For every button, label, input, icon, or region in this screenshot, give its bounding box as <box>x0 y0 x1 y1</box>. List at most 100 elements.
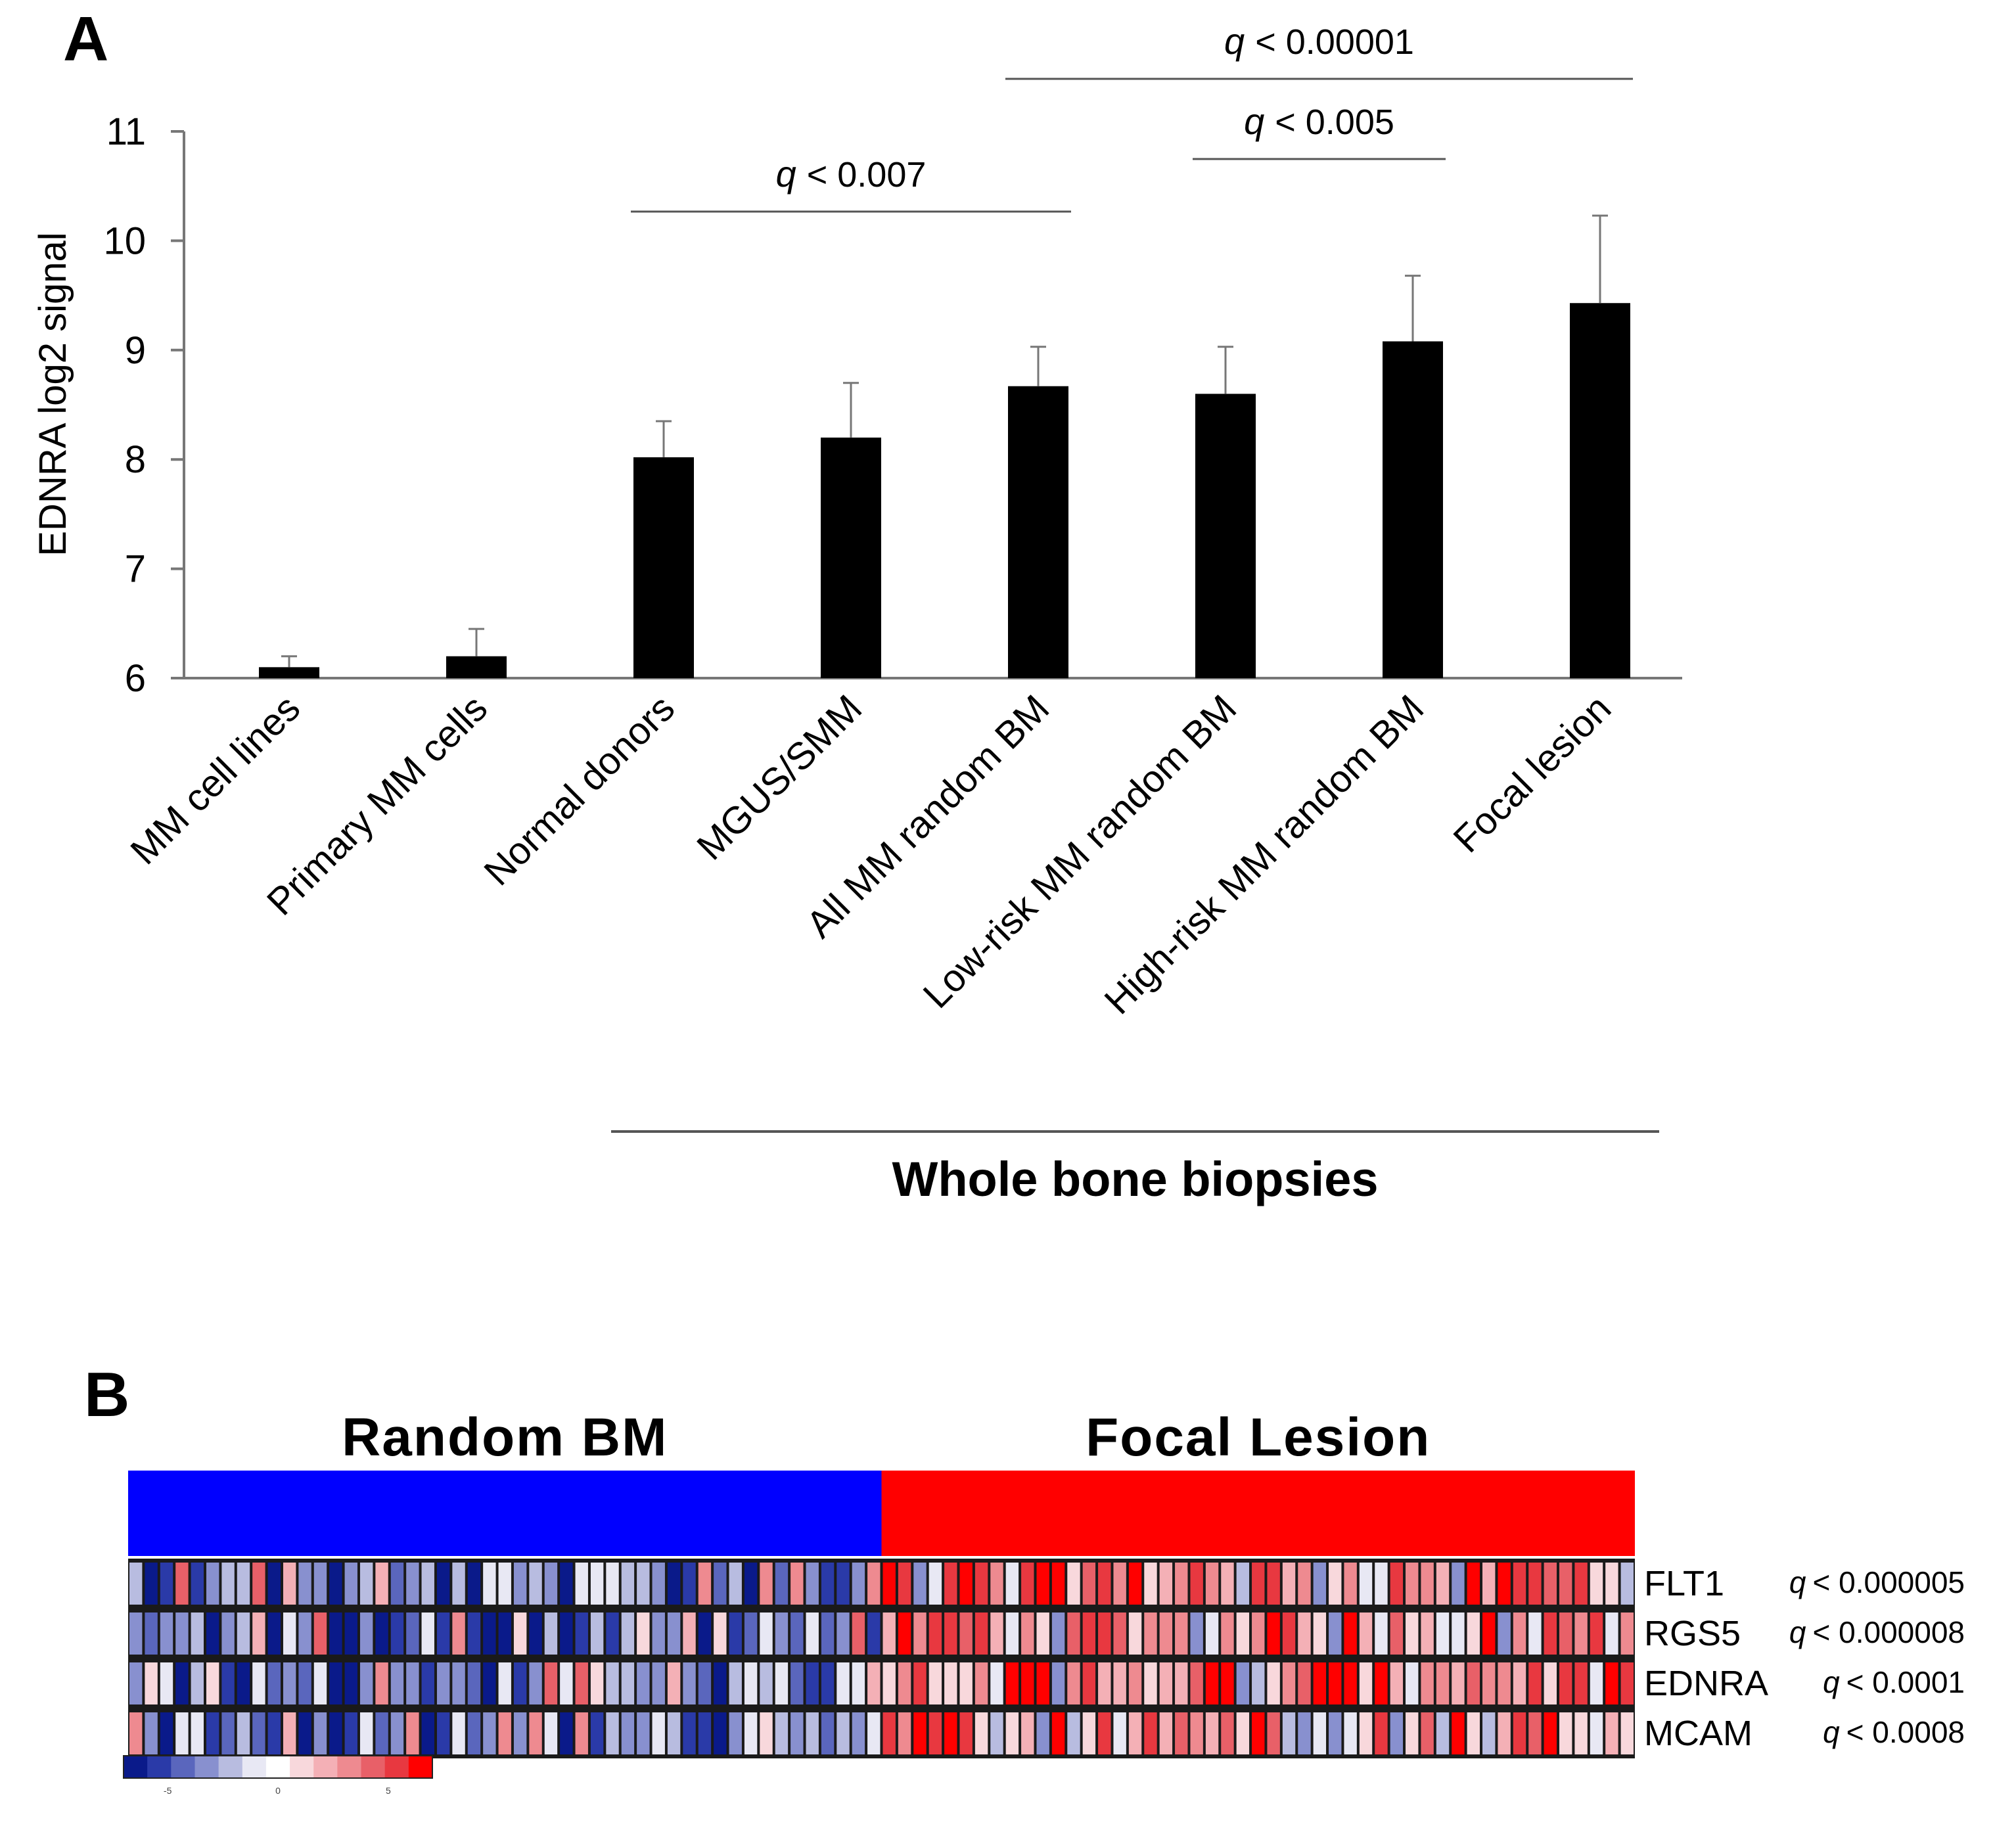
heatmap-cell <box>1298 1712 1311 1754</box>
heatmap-cell <box>421 1662 434 1704</box>
color-scale-swatch <box>218 1756 243 1778</box>
heatmap-cell <box>714 1712 727 1754</box>
heatmap-cell <box>436 1613 450 1655</box>
heatmap-cell <box>836 1662 850 1704</box>
heatmap-cell <box>575 1613 588 1655</box>
heatmap-cell <box>1390 1613 1404 1655</box>
row-q: q <box>1789 1565 1806 1599</box>
heatmap-cell <box>375 1613 388 1655</box>
heatmap-cell <box>606 1662 619 1704</box>
heatmap-cell <box>1051 1613 1065 1655</box>
gene-label: FLT1 <box>1644 1564 1724 1603</box>
heatmap-cell <box>390 1712 404 1754</box>
heatmap-cell <box>990 1662 1003 1704</box>
heatmap-cell <box>806 1563 819 1605</box>
heatmap-cell <box>729 1712 742 1754</box>
heatmap-cell <box>1313 1613 1327 1655</box>
heatmap-cell <box>221 1662 235 1704</box>
heatmap-cell <box>1359 1613 1373 1655</box>
heatmap-cell <box>1436 1613 1450 1655</box>
heatmap-cell <box>590 1662 604 1704</box>
heatmap-cell <box>836 1712 850 1754</box>
heatmap-cell <box>1605 1613 1618 1655</box>
color-scale-swatch <box>124 1756 148 1778</box>
heatmap-cell <box>974 1563 988 1605</box>
heatmap-cell <box>928 1662 942 1704</box>
heatmap-cell <box>237 1613 250 1655</box>
heatmap-cell <box>1205 1712 1219 1754</box>
row-q-label: q < 0.0008 <box>1823 1715 1965 1749</box>
heatmap-cell <box>775 1563 789 1605</box>
gene-label: EDNRA <box>1644 1664 1768 1703</box>
heatmap-cell <box>145 1613 158 1655</box>
heatmap-cell <box>467 1712 481 1754</box>
heatmap-cell <box>928 1563 942 1605</box>
heatmap-cell <box>329 1613 342 1655</box>
heatmap-cell <box>1620 1563 1634 1605</box>
heatmap-cell <box>836 1563 850 1605</box>
color-scale-tick: 5 <box>386 1785 391 1796</box>
heatmap-cell <box>683 1563 696 1605</box>
heatmap-cell <box>1267 1712 1280 1754</box>
heatmap-cell <box>560 1712 573 1754</box>
heatmap-cell <box>821 1662 835 1704</box>
heatmap-cell <box>683 1662 696 1704</box>
heatmap-cell <box>206 1662 219 1704</box>
heatmap-cell <box>390 1662 404 1704</box>
heatmap-cell <box>1082 1613 1096 1655</box>
heatmap-cell <box>1098 1613 1111 1655</box>
heatmap-cell <box>436 1662 450 1704</box>
row-q: q <box>1823 1665 1840 1699</box>
heatmap-cell <box>729 1563 742 1605</box>
heatmap-cell <box>1036 1712 1049 1754</box>
y-tick-label: 8 <box>125 438 146 481</box>
bar <box>821 437 881 678</box>
heatmap-cell <box>560 1563 573 1605</box>
heatmap-cell <box>790 1662 804 1704</box>
heatmap-cell <box>1329 1662 1342 1704</box>
heatmap-cell <box>421 1563 434 1605</box>
heatmap-cell <box>714 1613 727 1655</box>
heatmap-cell <box>1005 1712 1019 1754</box>
heatmap-cell <box>1467 1563 1480 1605</box>
heatmap-cell <box>683 1613 696 1655</box>
category-label: Focal lesion <box>1445 687 1619 861</box>
heatmap-cell <box>1513 1613 1526 1655</box>
heatmap-cell <box>1190 1662 1203 1704</box>
category-label: Normal donors <box>476 687 683 894</box>
heatmap-cell <box>1605 1712 1618 1754</box>
heatmap-cell <box>1051 1662 1065 1704</box>
panel-a-letter: A <box>63 4 108 74</box>
heatmap-cell <box>406 1613 419 1655</box>
heatmap-cell <box>1359 1563 1373 1605</box>
heatmap-cell <box>882 1662 896 1704</box>
heatmap-cell <box>560 1662 573 1704</box>
heatmap-cell <box>1436 1662 1450 1704</box>
heatmap-cell <box>1113 1662 1126 1704</box>
heatmap-cell <box>913 1662 927 1704</box>
heatmap-cell <box>1298 1563 1311 1605</box>
heatmap-cell <box>1436 1712 1450 1754</box>
heatmap-cell <box>698 1613 712 1655</box>
heatmap-cell <box>1221 1613 1234 1655</box>
heatmap-cell <box>375 1563 388 1605</box>
color-scale-swatch <box>147 1756 172 1778</box>
heatmap-cell <box>1175 1662 1188 1704</box>
heatmap-cell <box>790 1563 804 1605</box>
heatmap-cell <box>1528 1563 1542 1605</box>
heatmap-cell <box>1605 1662 1618 1704</box>
heatmap-cell <box>1236 1563 1250 1605</box>
heatmap-cell <box>1159 1712 1173 1754</box>
heatmap-cell <box>344 1563 357 1605</box>
heatmap-cell <box>944 1563 957 1605</box>
heatmap-cell <box>313 1712 327 1754</box>
heatmap-cell <box>1128 1712 1142 1754</box>
heatmap-cell <box>544 1563 558 1605</box>
heatmap-cell <box>1620 1613 1634 1655</box>
heatmap-cell <box>1498 1712 1511 1754</box>
heatmap-cell <box>959 1563 973 1605</box>
heatmap-cell <box>313 1563 327 1605</box>
heatmap-cell <box>452 1662 465 1704</box>
heatmap-cell <box>298 1613 311 1655</box>
heatmap-cell <box>390 1613 404 1655</box>
